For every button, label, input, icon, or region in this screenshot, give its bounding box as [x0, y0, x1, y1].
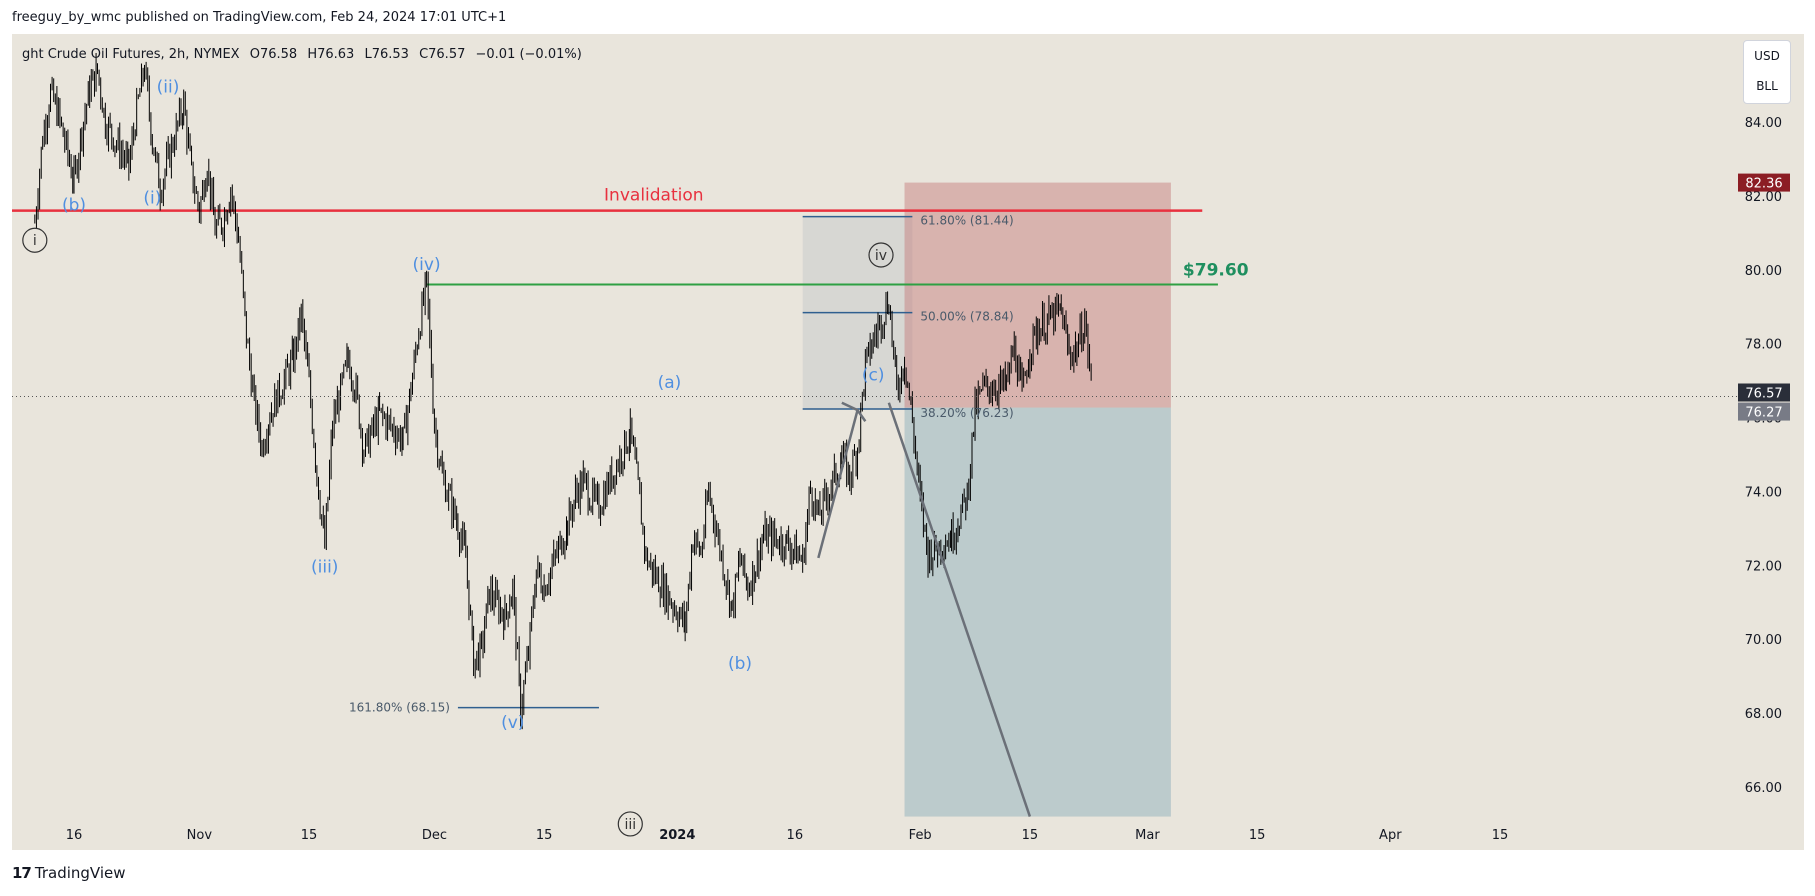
time-tick-label: 2024: [659, 828, 695, 843]
price-tick-label: 68.00: [1745, 707, 1782, 722]
price-tick-label: 70.00: [1745, 633, 1782, 648]
projection-arrow-up: [817, 409, 859, 559]
time-tick-label: Feb: [909, 828, 932, 843]
invalidation-label: Invalidation: [604, 186, 704, 206]
currency-unit-box[interactable]: USD BLL: [1743, 40, 1791, 104]
fib-level-label: 50.00% (78.84): [920, 310, 1013, 324]
legend-close: C76.57: [419, 47, 465, 62]
wave-circle-marker: [868, 242, 894, 268]
price-badge-label: 82.36: [1745, 177, 1782, 192]
publisher-header: freeguy_by_wmc published on TradingView.…: [12, 10, 507, 25]
time-tick-label: 15: [301, 828, 318, 843]
projection-arrowhead: [841, 401, 867, 422]
price-candles: [34, 52, 1092, 730]
wave-label: (b): [62, 196, 86, 216]
wave-label: (a): [658, 373, 682, 393]
price-badge: [1738, 383, 1790, 402]
legend-symbol: ght Crude Oil Futures, 2h, NYMEX: [22, 47, 240, 62]
wave-label: i: [33, 233, 37, 249]
currency-label: USD: [1754, 49, 1780, 63]
price-tick-label: 84.00: [1745, 116, 1782, 131]
legend-open: O76.58: [250, 47, 297, 62]
time-axis[interactable]: 16 Nov 15 Dec 15 2024 16 Feb 15 Mar 15 Apr 15: [66, 828, 1509, 843]
wave-label: (ii): [157, 77, 180, 97]
price-badge: [1738, 173, 1790, 192]
projection-arrow-down: [887, 402, 1032, 817]
wave-label: (iii): [311, 558, 338, 578]
wave-label: (b): [728, 654, 752, 674]
wave-circle-marker: [617, 811, 643, 837]
wave-label: (iv): [413, 255, 441, 275]
time-tick-label: 16: [66, 828, 83, 843]
time-tick-label: 15: [1022, 828, 1039, 843]
stop-loss-zone: [904, 182, 1171, 408]
wave-circle-marker: [22, 227, 48, 253]
time-tick-label: 15: [1249, 828, 1266, 843]
price-tick-label: 66.00: [1745, 781, 1782, 796]
time-tick-label: Mar: [1135, 828, 1160, 843]
time-tick-label: 15: [1492, 828, 1509, 843]
tradingview-logo-icon: 17: [12, 864, 32, 882]
price-tick-label: 82.00: [1745, 190, 1782, 205]
fib-level-label: 161.80% (68.15): [349, 701, 450, 715]
profit-target-zone: [904, 407, 1171, 817]
target-price-label: $79.60: [1183, 261, 1249, 281]
price-tick-label: 80.00: [1745, 264, 1782, 279]
footer-brand: TradingView: [34, 864, 126, 882]
price-tick-label: 72.00: [1745, 559, 1782, 574]
time-tick-label: Dec: [422, 828, 447, 843]
wave-label: (v): [501, 713, 524, 733]
footer: 17 TradingView: [12, 864, 126, 882]
time-tick-label: 15: [536, 828, 553, 843]
plot-background: [12, 34, 1804, 850]
time-tick-label: 16: [787, 828, 804, 843]
legend-low: L76.53: [364, 47, 408, 62]
wave-label: (c): [862, 366, 885, 386]
legend-change: −0.01 (−0.01%): [476, 47, 582, 62]
fib-level-label: 61.80% (81.44): [920, 214, 1013, 228]
price-tick-label: 74.00: [1745, 485, 1782, 500]
price-badge-label: 76.57: [1745, 386, 1782, 401]
wave-label: iii: [624, 817, 636, 833]
price-tick-label: 78.00: [1745, 338, 1782, 353]
fib-level-label: 38.20% (76.23): [920, 406, 1013, 420]
unit-label: BLL: [1756, 79, 1778, 93]
time-tick-label: Nov: [187, 828, 213, 843]
time-tick-label: Apr: [1379, 828, 1402, 843]
wave-label: iv: [875, 248, 887, 264]
price-badge: [1738, 402, 1790, 421]
chart-legend: ght Crude Oil Futures, 2h, NYMEX O76.58 …: [22, 47, 582, 62]
legend-high: H76.63: [307, 47, 354, 62]
price-badge-label: 76.27: [1745, 406, 1782, 421]
chart-area[interactable]: Invalidation $79.60 61.80% (81.44) 50.00% (…: [0, 0, 1815, 860]
wave-label: (i): [143, 188, 161, 208]
